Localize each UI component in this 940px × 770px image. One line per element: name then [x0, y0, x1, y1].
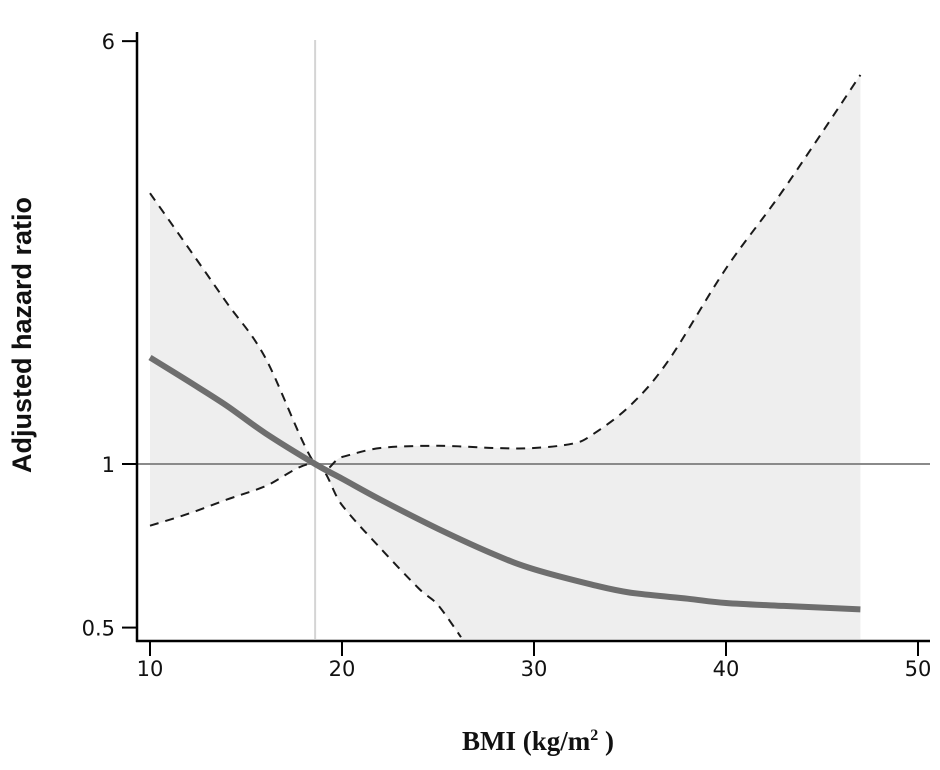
x-tick-label: 10	[137, 657, 164, 681]
y-axis-label: Adjusted hazard ratio	[7, 197, 37, 473]
x-tick-label: 30	[521, 657, 548, 681]
confidence-band	[150, 74, 861, 639]
lower-ci-line	[149, 462, 462, 638]
y-tick-label: 0.5	[82, 617, 115, 641]
reference-lines	[137, 40, 930, 639]
x-axis-label-main: BMI (kg/m	[462, 726, 591, 756]
y-tick-label: 6	[102, 30, 115, 54]
axes: 10 20 30 40 50 0.5 1 6	[82, 30, 932, 681]
x-axis-label-superscript: 2	[590, 727, 598, 744]
upper-ci-line	[149, 74, 862, 472]
y-tick-label: 1	[102, 453, 115, 477]
series-layer	[148, 74, 862, 638]
confidence-band-layer	[150, 74, 861, 639]
hazard-ratio-line	[148, 354, 861, 613]
x-axis-label: BMI (kg/m2 )	[462, 726, 614, 756]
x-tick-label: 40	[713, 657, 740, 681]
x-tick-label: 50	[905, 657, 932, 681]
x-tick-label: 20	[329, 657, 356, 681]
x-axis-label-suffix: )	[598, 726, 614, 756]
